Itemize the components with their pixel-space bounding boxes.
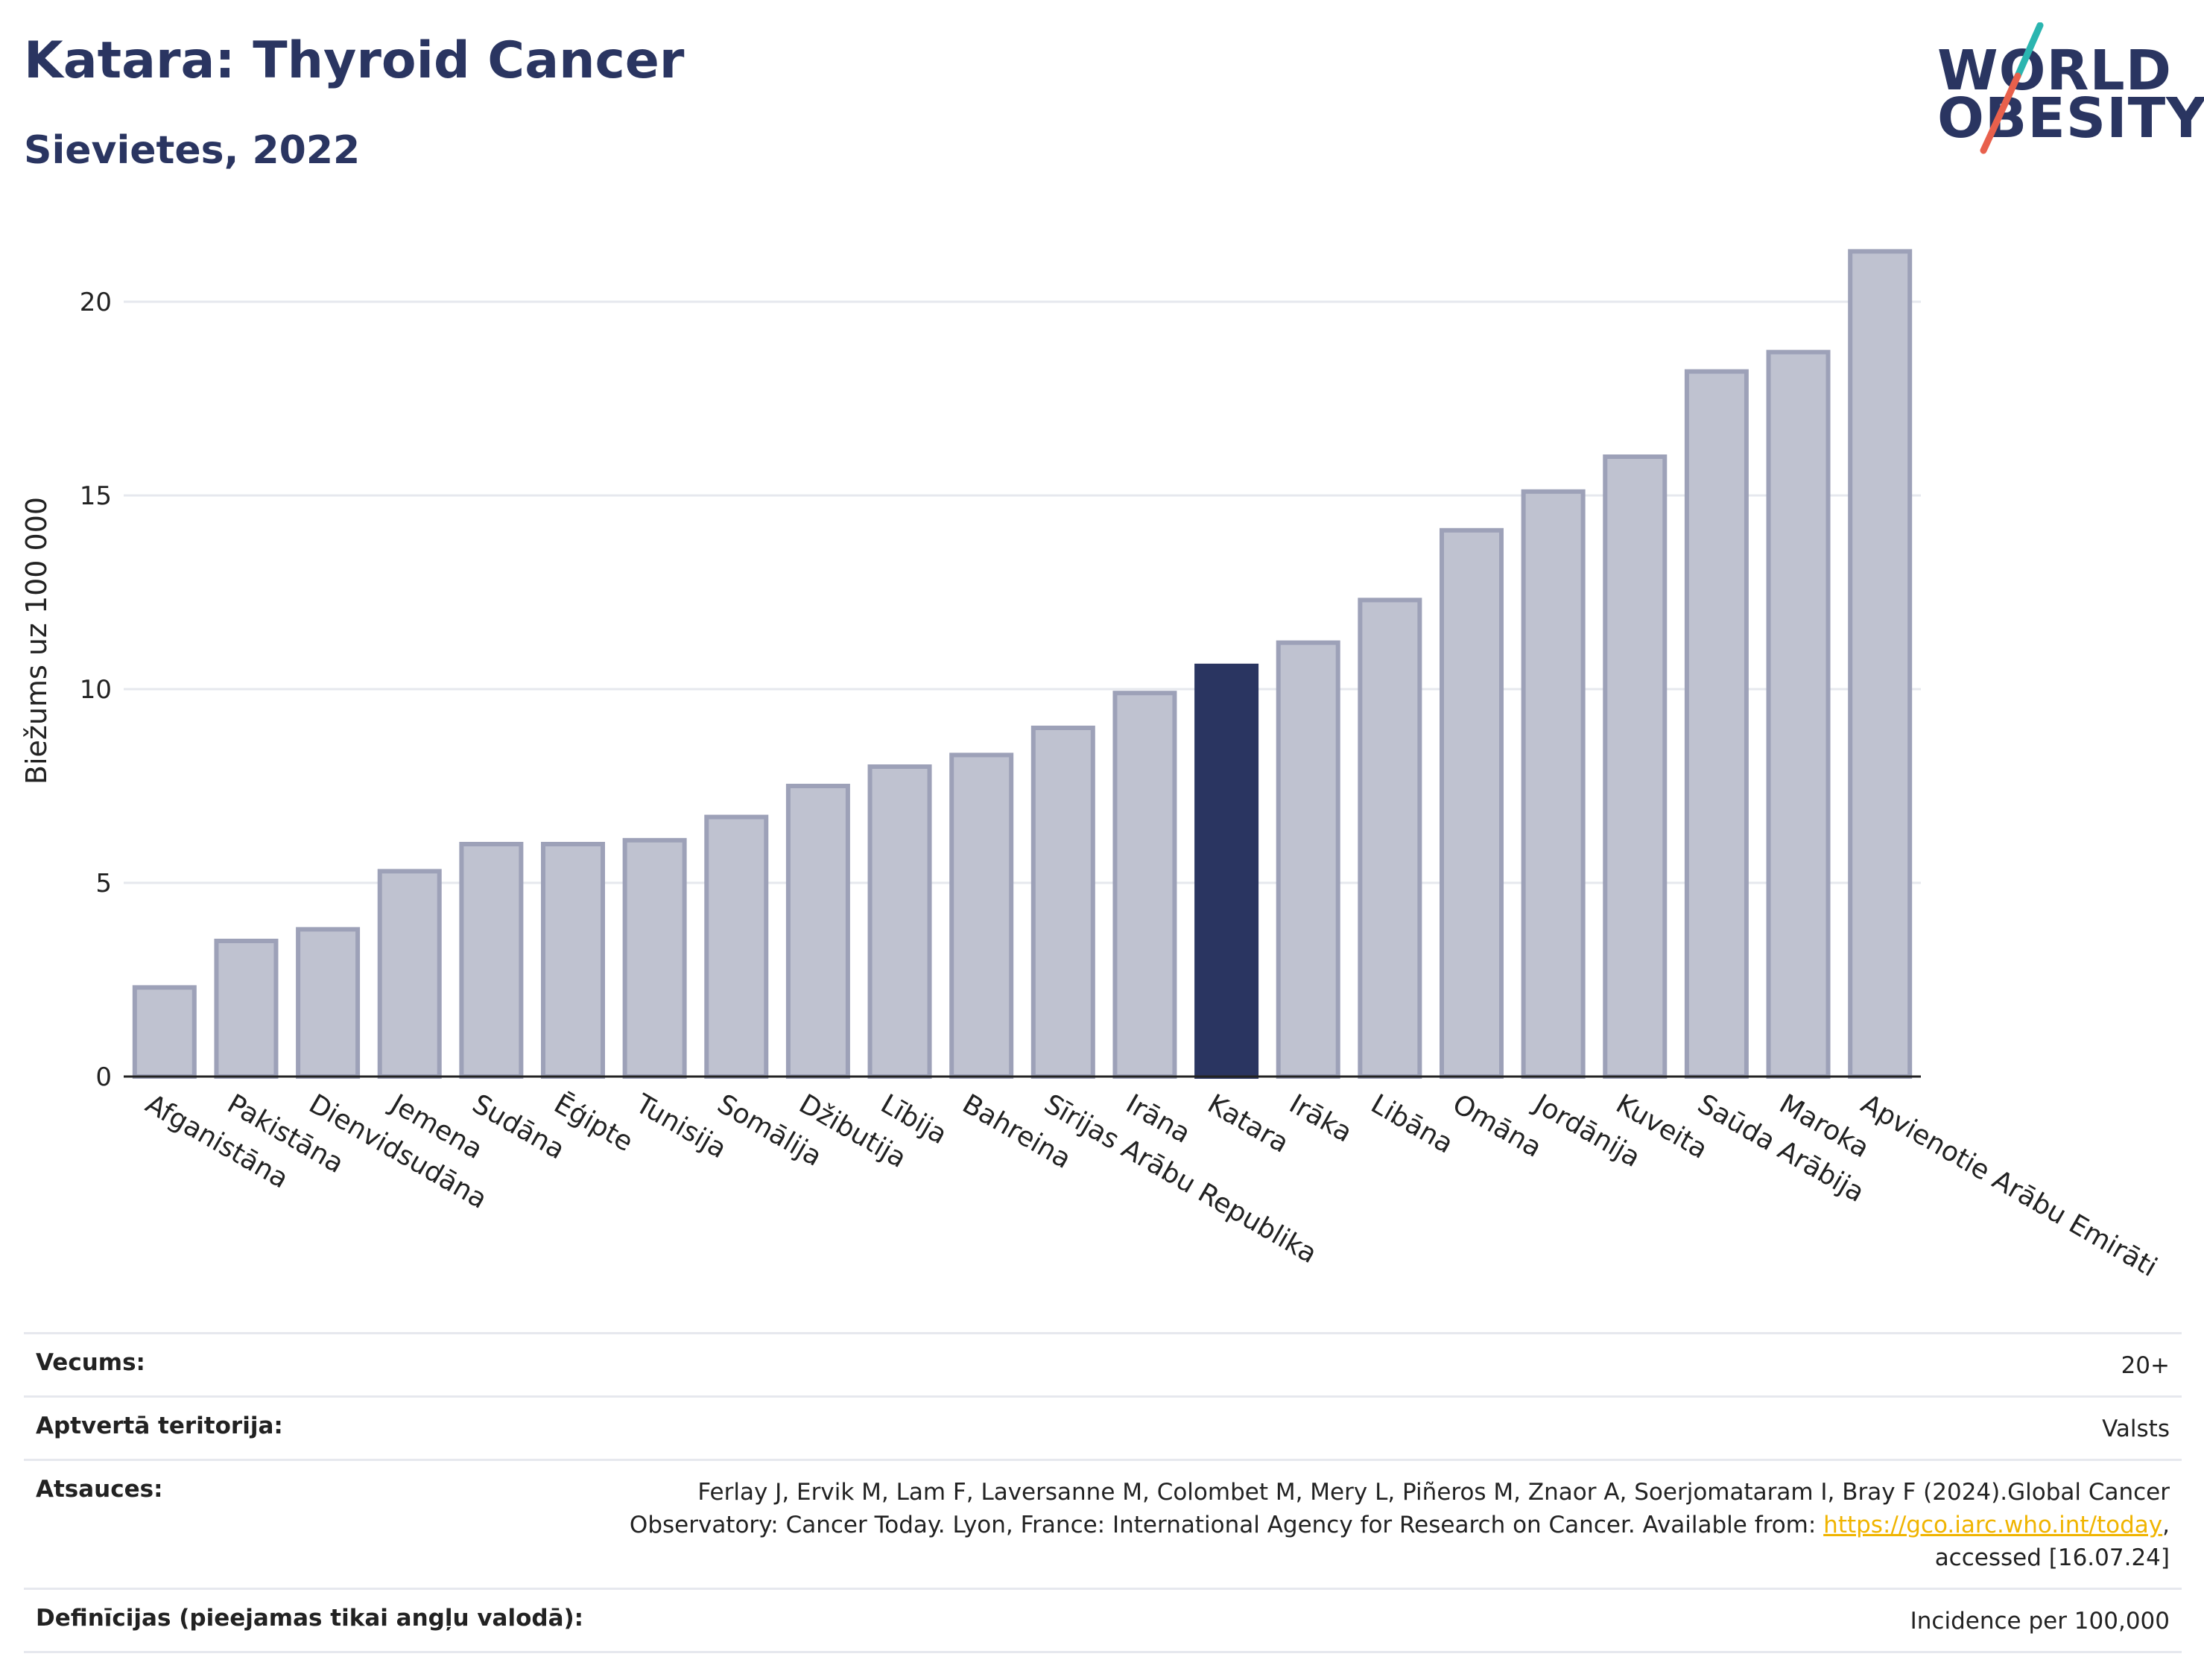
bar[interactable] bbox=[704, 814, 769, 1079]
bar[interactable] bbox=[1030, 726, 1095, 1079]
bars bbox=[132, 249, 1913, 1080]
y-tick-label: 10 bbox=[80, 675, 112, 705]
x-tick-label: Apvienotie Arābu Emirāti bbox=[1856, 1088, 2162, 1283]
reference-text-line3: accessed [16.07.24] bbox=[1934, 1544, 2170, 1571]
info-value: Ferlay J, Ervik M, Lam F, Laversanne M, … bbox=[630, 1476, 2170, 1574]
info-value: Valsts bbox=[2102, 1416, 2170, 1442]
x-tick-label: Irāka bbox=[1284, 1088, 1357, 1148]
info-label: Definīcijas (pieejamas tikai angļu valod… bbox=[36, 1605, 584, 1632]
bar[interactable] bbox=[867, 764, 932, 1079]
bar[interactable] bbox=[949, 752, 1014, 1080]
info-row-coverage: Aptvertā teritorija: Valsts bbox=[24, 1395, 2182, 1459]
x-tick-label: Libāna bbox=[1366, 1088, 1458, 1159]
chart-title: Katara: Thyroid Cancer bbox=[24, 31, 685, 90]
info-value: Incidence per 100,000 bbox=[1910, 1608, 2170, 1635]
bar[interactable] bbox=[1521, 489, 1586, 1079]
world-obesity-logo[interactable]: WORLD OBESITY bbox=[1937, 22, 2204, 164]
info-row-age: Vecums: 20+ bbox=[24, 1332, 2182, 1395]
x-tick-label: Tunisija bbox=[630, 1088, 732, 1164]
bar-highlight[interactable] bbox=[1194, 663, 1259, 1079]
bar[interactable] bbox=[296, 927, 361, 1080]
bar[interactable] bbox=[1440, 527, 1504, 1079]
info-label: Aptvertā teritorija: bbox=[36, 1413, 283, 1439]
info-row-references: Atsauces: Ferlay J, Ervik M, Lam F, Lave… bbox=[24, 1459, 2182, 1588]
logo-text-line1: WORLD bbox=[1937, 39, 2173, 103]
x-tick-label: Katara bbox=[1203, 1088, 1294, 1159]
logo-text-line2: OBESITY bbox=[1937, 86, 2204, 150]
reference-link[interactable]: https://gco.iarc.who.int/today bbox=[1823, 1512, 2163, 1538]
info-row-definitions: Definīcijas (pieejamas tikai angļu valod… bbox=[24, 1588, 2182, 1653]
bar[interactable] bbox=[214, 939, 279, 1079]
bar[interactable] bbox=[541, 842, 605, 1079]
bar[interactable] bbox=[1276, 640, 1340, 1079]
bar[interactable] bbox=[1848, 249, 1913, 1079]
logo-slash-icon bbox=[1980, 22, 2044, 154]
info-label: Vecums: bbox=[36, 1349, 145, 1376]
y-tick-label: 15 bbox=[80, 481, 112, 511]
bar[interactable] bbox=[1603, 454, 1668, 1079]
y-tick-label: 0 bbox=[95, 1062, 112, 1092]
y-tick-label: 20 bbox=[80, 288, 112, 317]
bar[interactable] bbox=[1358, 597, 1422, 1079]
bar[interactable] bbox=[1684, 369, 1749, 1080]
reference-text-comma: , bbox=[2162, 1512, 2170, 1538]
chart-subtitle: Sievietes, 2022 bbox=[24, 128, 361, 173]
info-table: Vecums: 20+ Aptvertā teritorija: Valsts … bbox=[24, 1332, 2182, 1653]
bar[interactable] bbox=[622, 837, 687, 1079]
reference-text-line1: Ferlay J, Ervik M, Lam F, Laversanne M, … bbox=[697, 1479, 2170, 1506]
bar[interactable] bbox=[1112, 691, 1177, 1079]
bar[interactable] bbox=[377, 869, 442, 1080]
bar[interactable] bbox=[132, 985, 197, 1080]
bar[interactable] bbox=[1766, 349, 1831, 1080]
info-value: 20+ bbox=[2121, 1352, 2170, 1379]
reference-text-line2: Observatory: Cancer Today. Lyon, France:… bbox=[629, 1512, 1824, 1538]
x-tick-label: Sudāna bbox=[467, 1088, 570, 1165]
bar[interactable] bbox=[459, 842, 524, 1079]
y-tick-label: 5 bbox=[95, 869, 112, 898]
x-tick-label: Omāna bbox=[1448, 1088, 1547, 1164]
info-label: Atsauces: bbox=[36, 1476, 163, 1503]
bar-chart: 05101520AfganistānaPakistānaDienvidsudān… bbox=[20, 249, 2162, 1283]
bar[interactable] bbox=[785, 784, 850, 1079]
y-axis-label: Biežums uz 100 000 bbox=[20, 497, 53, 784]
